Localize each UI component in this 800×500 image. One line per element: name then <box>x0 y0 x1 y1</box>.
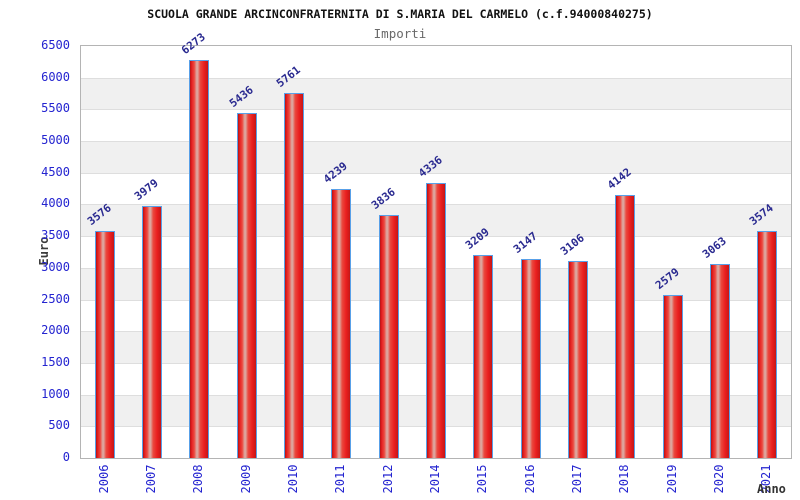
bar <box>189 60 210 458</box>
gridline <box>81 141 791 143</box>
bar <box>757 231 778 458</box>
chart-subtitle: Importi <box>373 26 427 41</box>
bar <box>473 255 494 458</box>
plot-area: 3576 3979 6273 5436 5761 4239 3836 4336 3209 3147… <box>80 30 792 459</box>
plot-band <box>81 77 791 110</box>
x-tick-label: 2016 <box>522 464 537 494</box>
x-tick-label: 2007 <box>144 464 158 494</box>
y-tick-label: 5000 <box>41 133 70 148</box>
x-tick-label: 2019 <box>664 464 679 494</box>
y-tick-label: 4000 <box>41 196 70 211</box>
x-tick-label: 2008 <box>191 464 206 494</box>
gridline <box>81 109 791 111</box>
bar <box>568 261 588 458</box>
x-tick-label: 2011 <box>333 464 348 494</box>
y-tick-label: 3500 <box>41 228 70 243</box>
bar <box>426 183 446 458</box>
x-axis-title: Anno <box>757 482 786 496</box>
x-tick-label: 2010 <box>286 464 300 494</box>
x-tick-label: 2015 <box>475 464 490 494</box>
x-tick-label: 2012 <box>380 464 395 494</box>
y-tick-label: 6000 <box>41 69 70 84</box>
x-tick-label: 2018 <box>617 464 632 494</box>
plot-band <box>81 109 791 142</box>
gridline <box>81 172 791 174</box>
x-tick-label: 2020 <box>712 464 726 494</box>
bar <box>710 264 730 458</box>
bar <box>284 93 304 458</box>
y-tick-label: 4500 <box>41 164 70 179</box>
y-tick-label: 500 <box>48 418 70 433</box>
y-tick-label: 0 <box>62 450 70 464</box>
bar <box>236 113 257 458</box>
y-tick-label: 2500 <box>41 291 70 306</box>
x-tick-label: 2009 <box>238 464 253 494</box>
bar <box>142 206 162 458</box>
y-tick-label: 5500 <box>41 101 70 116</box>
x-tick-label: 2014 <box>428 464 442 494</box>
bar <box>615 195 636 458</box>
gridline <box>81 77 791 79</box>
bar <box>94 231 115 458</box>
bar <box>378 215 399 458</box>
y-tick-label: 3000 <box>41 259 70 274</box>
y-tick-label: 6500 <box>41 38 70 52</box>
bar <box>520 259 541 458</box>
y-tick-label: 2000 <box>41 323 70 338</box>
y-tick-label: 1000 <box>41 386 70 401</box>
y-tick-label: 1500 <box>41 354 70 369</box>
x-tick-label: 2006 <box>96 464 111 494</box>
chart-title: SCUOLA GRANDE ARCINCONFRATERNITA DI S.MA… <box>147 7 653 21</box>
x-tick-label: 2017 <box>570 464 584 494</box>
bar <box>662 295 683 458</box>
bar <box>331 189 352 458</box>
